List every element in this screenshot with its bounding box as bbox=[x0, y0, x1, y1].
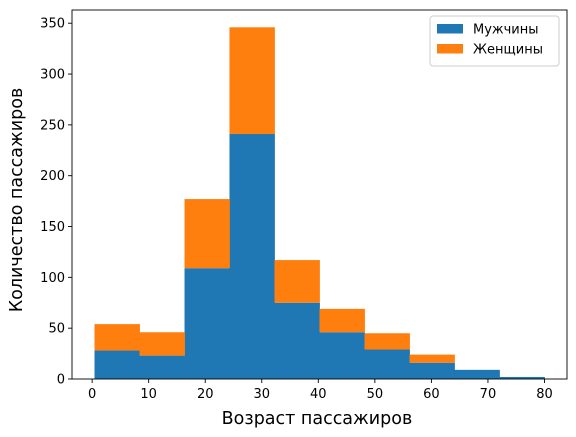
legend-swatch bbox=[437, 44, 463, 54]
y-tick-label: 350 bbox=[40, 17, 65, 32]
legend-label: Женщины bbox=[473, 43, 543, 58]
x-tick-label: 20 bbox=[197, 387, 214, 402]
bar-series-1-bin-10 bbox=[499, 376, 545, 379]
legend: Мужчины Женщины bbox=[429, 15, 560, 67]
y-tick-label: 300 bbox=[40, 68, 65, 83]
legend-swatch bbox=[437, 24, 463, 34]
x-tick-label: 30 bbox=[253, 387, 270, 402]
bar-series-2-bin-2 bbox=[139, 332, 185, 356]
x-tick-label: 80 bbox=[536, 387, 553, 402]
bar-series-2-bin-4 bbox=[229, 27, 275, 135]
bar-series-2-bin-6 bbox=[319, 308, 365, 333]
x-tick-label: 0 bbox=[88, 387, 96, 402]
axes-layer: 0 10 20 30 40 50 60 70 80 0 50 100 150 200 250 300 350 bbox=[40, 9, 568, 402]
y-tick-label: 250 bbox=[40, 118, 65, 133]
plot-frame bbox=[71, 9, 568, 380]
bar-series-2-bin-1 bbox=[94, 324, 140, 351]
bar-series-2-bin-5 bbox=[274, 260, 320, 303]
x-tick-label: 50 bbox=[367, 387, 384, 402]
bar-series-1-bin-6 bbox=[319, 332, 365, 379]
bars-layer bbox=[94, 27, 545, 379]
y-axis-label: Количество пассажиров bbox=[7, 88, 27, 313]
bar-series-1-bin-8 bbox=[409, 362, 455, 379]
bar-series-2-bin-8 bbox=[409, 354, 455, 363]
x-tick-label: 10 bbox=[140, 387, 157, 402]
x-axis-label: Возраст пассажиров bbox=[222, 409, 413, 429]
legend-label: Мужчины bbox=[473, 23, 539, 38]
bar-series-1-bin-3 bbox=[184, 268, 230, 379]
bar-series-1-bin-9 bbox=[454, 369, 500, 379]
x-tick-label: 70 bbox=[480, 387, 497, 402]
bar-series-1-bin-2 bbox=[139, 355, 185, 379]
bar-series-1-bin-5 bbox=[274, 302, 320, 379]
bar-series-1-bin-4 bbox=[229, 134, 275, 379]
y-tick-label: 150 bbox=[40, 220, 65, 235]
x-tick-label: 40 bbox=[310, 387, 327, 402]
bar-series-1-bin-7 bbox=[364, 349, 410, 379]
y-tick-label: 0 bbox=[57, 373, 65, 388]
y-tick-label: 50 bbox=[48, 322, 65, 337]
x-tick-label: 60 bbox=[423, 387, 440, 402]
bar-series-1-bin-1 bbox=[94, 350, 140, 379]
y-tick-label: 200 bbox=[40, 169, 65, 184]
y-tick-label: 100 bbox=[40, 271, 65, 286]
bar-series-2-bin-7 bbox=[364, 333, 410, 350]
bar-series-2-bin-3 bbox=[184, 199, 230, 269]
